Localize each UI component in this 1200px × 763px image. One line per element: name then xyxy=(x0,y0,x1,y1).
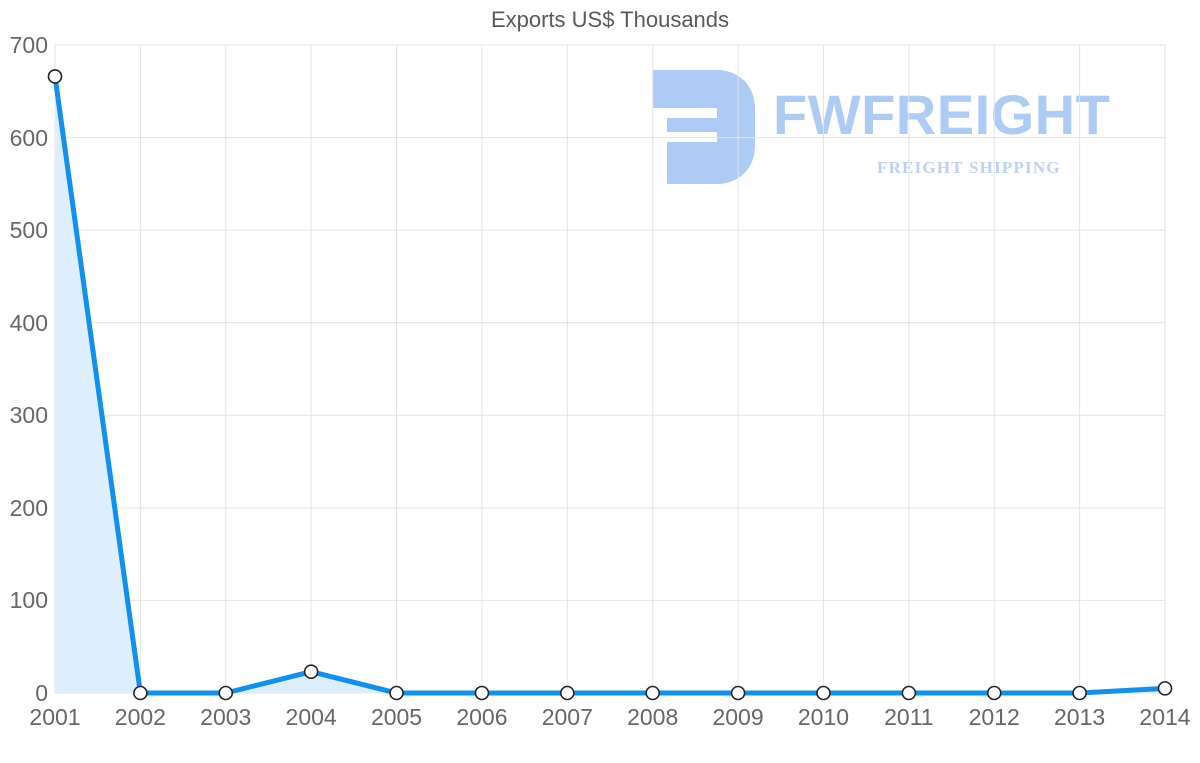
y-tick-label: 400 xyxy=(9,309,48,336)
y-tick-label: 600 xyxy=(9,124,48,151)
data-point-markers xyxy=(47,69,1173,701)
x-tick-label: 2005 xyxy=(370,704,423,730)
chart-title: Exports US$ Thousands xyxy=(490,7,730,32)
x-tick-label: 2009 xyxy=(712,704,764,730)
data-point-marker-2012[interactable] xyxy=(986,685,1002,701)
series-line xyxy=(52,73,1168,696)
data-point-marker-2005[interactable] xyxy=(389,685,404,701)
data-point-marker-2002[interactable] xyxy=(133,685,148,701)
y-tick-label: 0 xyxy=(35,680,48,706)
data-point-marker-2007[interactable] xyxy=(560,685,575,701)
x-axis: 2001 2002 2003 2004 2005 2006 2007 2008 2009 2010… xyxy=(0,703,1200,743)
grid-lines xyxy=(54,44,1166,694)
x-tick-label: 2004 xyxy=(285,704,337,730)
x-tick-label: 2014 xyxy=(1139,704,1191,730)
y-tick-label: 100 xyxy=(9,587,48,614)
y-tick-label: 300 xyxy=(9,402,48,429)
data-point-marker-2003[interactable] xyxy=(218,685,234,701)
data-point-marker-2004[interactable] xyxy=(303,664,319,680)
x-tick-label: 2001 xyxy=(29,704,81,730)
x-tick-label: 2011 xyxy=(884,704,934,730)
data-point-marker-2013[interactable] xyxy=(1072,685,1087,701)
data-point-marker-2001[interactable] xyxy=(47,69,63,84)
data-point-marker-2010[interactable] xyxy=(816,685,831,701)
x-tick-label: 2008 xyxy=(627,704,679,730)
y-axis: 0 100 200 300 400 500 600 700 xyxy=(0,0,48,763)
y-tick-label: 200 xyxy=(9,494,48,521)
x-tick-label: 2003 xyxy=(200,704,252,730)
x-tick-label: 2002 xyxy=(114,704,166,730)
data-point-marker-2014[interactable] xyxy=(1157,681,1173,696)
x-tick-label: 2012 xyxy=(968,704,1020,730)
data-point-marker-2011[interactable] xyxy=(901,685,917,701)
x-tick-label: 2006 xyxy=(456,704,508,730)
x-tick-label: 2010 xyxy=(797,704,850,730)
data-point-marker-2006[interactable] xyxy=(474,685,490,701)
data-point-marker-2008[interactable] xyxy=(645,685,660,701)
y-tick-label: 700 xyxy=(9,32,48,58)
series-line-path xyxy=(52,73,1168,696)
y-tick-label: 500 xyxy=(9,217,48,244)
x-tick-label: 2013 xyxy=(1054,704,1106,730)
data-point-marker-2009[interactable] xyxy=(730,685,746,701)
x-tick-label: 2007 xyxy=(541,704,593,730)
